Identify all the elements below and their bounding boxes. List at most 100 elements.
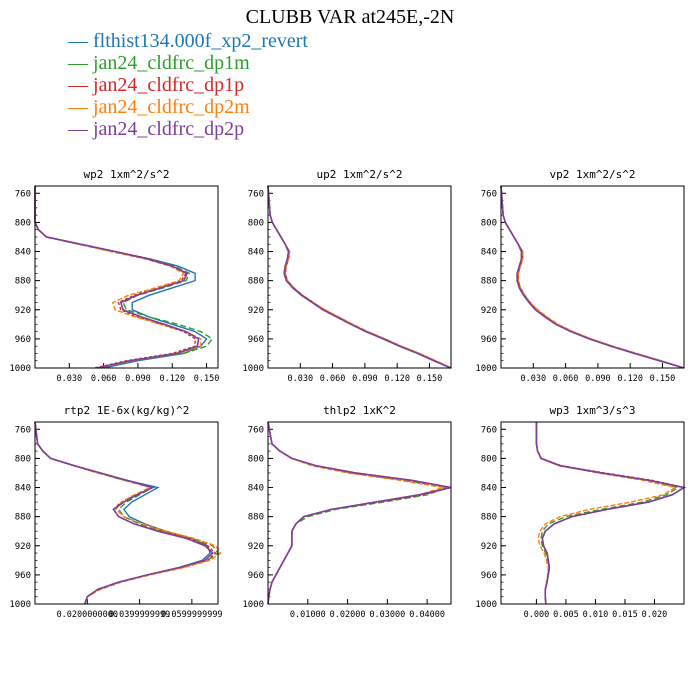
legend-dash: —	[68, 118, 88, 140]
x-tick-label: 0.090	[585, 374, 611, 384]
x-tick-label: 0.0200000000	[57, 610, 118, 620]
plot-frame	[500, 185, 685, 369]
y-tick-label: 920	[248, 542, 264, 552]
plot-frame	[34, 421, 219, 605]
chart-panel: thlp2 1xK^2 760 800 840 880 920 960 1000 0.01000…	[242, 404, 452, 620]
chart-panel: vp2 1xm^2/s^2 760 800 840 880 920 960 1000 0.030…	[475, 168, 685, 384]
y-tick-label: 1000	[242, 364, 264, 374]
legend-dash: —	[68, 52, 88, 74]
series-line	[34, 421, 222, 605]
x-tick-label: 0.150	[194, 374, 220, 384]
series-line	[500, 185, 685, 369]
legend-label: jan24_cldfrc_dp2p	[93, 118, 245, 140]
panel-title: rtp2 1E-6x(kg/kg)^2	[64, 404, 190, 417]
legend-label: jan24_cldfrc_dp1p	[93, 74, 245, 96]
y-tick-label: 840	[248, 484, 264, 494]
legend-dash: —	[68, 96, 88, 118]
x-tick-label: 0.03000	[369, 610, 405, 620]
x-tick-label: 0.120	[384, 374, 410, 384]
series-line	[34, 186, 200, 369]
x-tick-label: 0.030	[520, 374, 546, 384]
legend-item: — jan24_cldfrc_dp2m	[68, 96, 308, 118]
x-tick-label: 0.000	[524, 610, 550, 620]
legend-item: — jan24_cldfrc_dp1p	[68, 74, 308, 96]
series-line	[34, 186, 208, 369]
y-tick-label: 920	[248, 306, 264, 316]
series-line	[535, 422, 686, 605]
x-tick-label: 0.090	[352, 374, 378, 384]
series-line	[267, 185, 452, 369]
y-tick-label: 920	[481, 306, 497, 316]
series-line	[34, 421, 214, 605]
x-tick-label: 0.030	[57, 374, 83, 384]
y-tick-label: 1000	[475, 364, 497, 374]
series-line	[34, 421, 211, 605]
y-tick-label: 960	[15, 335, 31, 345]
y-tick-label: 960	[481, 571, 497, 581]
y-tick-label: 920	[481, 542, 497, 552]
y-tick-label: 960	[481, 335, 497, 345]
y-tick-label: 800	[481, 218, 497, 228]
series-line	[267, 185, 452, 369]
legend-item: — flthist134.000f_xp2_revert	[68, 30, 308, 52]
x-tick-label: 0.015	[612, 610, 638, 620]
plot-frame	[267, 185, 452, 369]
y-tick-label: 800	[15, 218, 31, 228]
series-line	[535, 422, 680, 605]
y-tick-label: 760	[481, 425, 497, 435]
series-line	[267, 421, 452, 605]
y-tick-label: 800	[248, 454, 264, 464]
plot-frame	[267, 421, 452, 605]
y-tick-label: 960	[248, 571, 264, 581]
series-line	[267, 185, 452, 369]
plot-frame	[500, 421, 685, 605]
series-line	[267, 421, 452, 605]
legend-label: jan24_cldfrc_dp2m	[93, 96, 250, 118]
chart-panel: wp3 1xm^3/s^3 760 800 840 880 920 960 1000 0.000…	[475, 404, 687, 620]
series-line	[267, 421, 452, 605]
x-tick-label: 0.010	[583, 610, 609, 620]
page-title: CLUBB VAR at245E,-2N	[245, 6, 455, 28]
x-tick-label: 0.120	[159, 374, 185, 384]
panel-title: up2 1xm^2/s^2	[316, 168, 402, 181]
y-tick-label: 760	[15, 425, 31, 435]
x-tick-label: 0.060	[91, 374, 117, 384]
chart-panel: up2 1xm^2/s^2 760 800 840 880 920 960 1000 0.030…	[242, 168, 452, 384]
y-tick-label: 880	[481, 513, 497, 523]
y-tick-label: 880	[248, 277, 264, 287]
y-tick-label: 800	[15, 454, 31, 464]
y-tick-label: 760	[481, 189, 497, 199]
series-line	[535, 422, 686, 605]
y-tick-label: 1000	[9, 364, 31, 374]
y-tick-label: 840	[15, 248, 31, 258]
y-tick-label: 760	[15, 189, 31, 199]
chart-panel: rtp2 1E-6x(kg/kg)^2 760 800 840 880 920 960 100…	[9, 404, 222, 620]
chart-panel: wp2 1xm^2/s^2 760 800 840 880 920 960 1000 0.030…	[9, 168, 219, 384]
y-tick-label: 960	[15, 571, 31, 581]
y-tick-label: 880	[15, 277, 31, 287]
panel-title: wp2 1xm^2/s^2	[83, 168, 169, 181]
x-tick-label: 0.150	[417, 374, 443, 384]
x-tick-label: 0.150	[650, 374, 676, 384]
legend-item: — jan24_cldfrc_dp2p	[68, 118, 308, 140]
legend-dash: —	[68, 74, 88, 96]
x-tick-label: 0.0399999999	[109, 610, 170, 620]
series-line	[267, 421, 450, 605]
y-tick-label: 920	[15, 306, 31, 316]
x-tick-label: 0.120	[617, 374, 643, 384]
panel-title: vp2 1xm^2/s^2	[549, 168, 635, 181]
series-line	[535, 422, 687, 605]
y-tick-label: 960	[248, 335, 264, 345]
y-tick-label: 880	[15, 513, 31, 523]
y-tick-label: 840	[481, 484, 497, 494]
y-tick-label: 840	[248, 248, 264, 258]
series-line	[267, 185, 452, 369]
legend-item: — jan24_cldfrc_dp1m	[68, 52, 308, 74]
y-tick-label: 880	[481, 277, 497, 287]
legend-dash: —	[68, 30, 88, 52]
y-tick-label: 800	[248, 218, 264, 228]
legend-label: flthist134.000f_xp2_revert	[93, 30, 308, 52]
x-tick-label: 0.060	[320, 374, 346, 384]
series-line	[34, 421, 217, 605]
